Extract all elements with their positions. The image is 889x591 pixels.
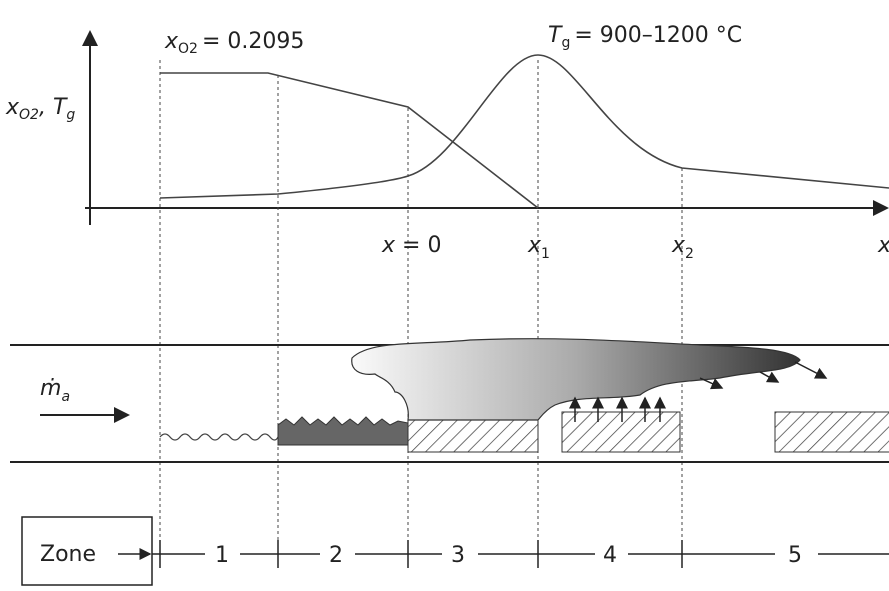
position-label: x1 — [527, 233, 550, 262]
zone-axis — [152, 540, 889, 568]
zone-label: Zone — [40, 542, 96, 567]
fuel-bed — [561, 411, 681, 453]
zone-number: 2 — [329, 543, 343, 568]
zone-number: 1 — [215, 543, 229, 568]
char-layer — [277, 416, 409, 446]
fuel-bed — [774, 411, 889, 453]
temperature-curve — [159, 54, 889, 199]
position-label: x2 — [671, 233, 694, 262]
zone-boundaries — [159, 60, 683, 565]
flame — [351, 338, 801, 421]
zone-numbers: 1 2 3 4 5 — [215, 543, 802, 568]
oxygen-curve — [160, 72, 539, 209]
position-label: x = 0 — [381, 233, 441, 258]
temperature-annotation: Tg = 900–1200 °C — [548, 23, 742, 51]
gas-release — [569, 361, 828, 422]
zone-box — [21, 516, 153, 586]
zone-number: 5 — [788, 543, 802, 568]
oxygen-annotation: xO2 = 0.2095 — [164, 29, 304, 57]
zone-number: 4 — [603, 543, 617, 568]
flow-label: ṁa — [40, 376, 70, 405]
position-label: x — [877, 233, 889, 258]
fuel-surface — [159, 433, 279, 441]
fuel-bed — [407, 419, 539, 453]
zone-number: 3 — [451, 543, 465, 568]
y-axis-label: xO2, Tg — [5, 95, 75, 123]
